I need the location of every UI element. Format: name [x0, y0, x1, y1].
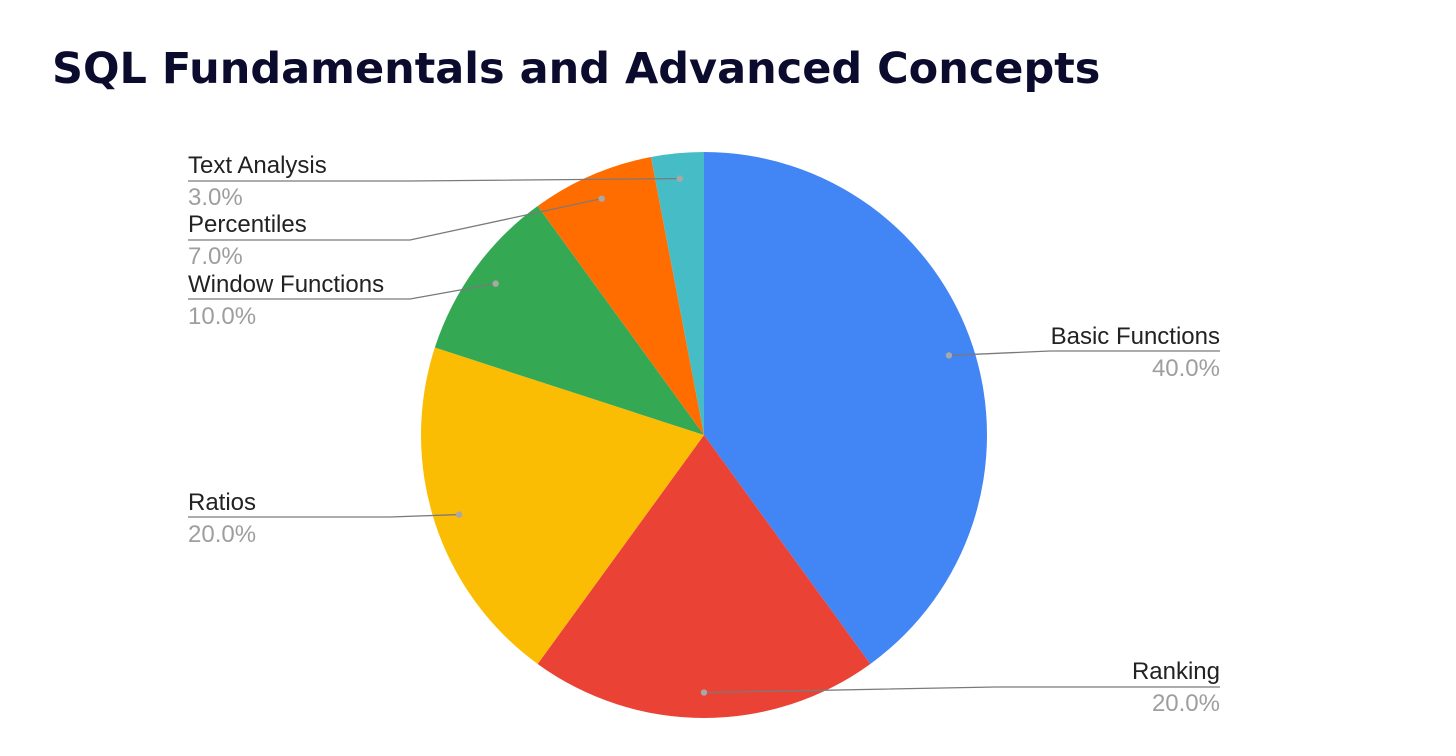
- leader-dot-basic-functions: [945, 352, 953, 359]
- pie-slice-basic-functions: [704, 152, 987, 664]
- leader-dot-window-functions: [492, 280, 499, 287]
- slice-label-basic-functions: Basic Functions: [1051, 323, 1220, 350]
- pie-slices: [421, 152, 987, 718]
- slice-value-window-functions: 10.0%: [188, 303, 256, 330]
- leader-dot-ranking: [700, 689, 708, 696]
- leader-line-ranking: [703, 686, 1220, 694]
- leader-line-ratios: [188, 513, 460, 518]
- slice-value-percentiles: 7.0%: [188, 243, 243, 270]
- pie-slice-window-functions: [434, 206, 704, 435]
- pie-slice-ratios: [421, 347, 704, 664]
- slice-label-window-functions: Window Functions: [188, 271, 384, 298]
- leader-dot-ratios: [455, 511, 463, 518]
- pie-slice-ranking: [537, 435, 871, 718]
- slice-label-text-analysis: Text Analysis: [188, 152, 327, 179]
- slice-label-percentiles: Percentiles: [188, 211, 307, 238]
- slice-label-ratios: Ratios: [188, 489, 256, 516]
- slice-value-text-analysis: 3.0%: [188, 184, 243, 211]
- leader-line-basic-functions: [948, 350, 1220, 357]
- leader-line-text-analysis: [188, 177, 680, 182]
- pie-slice-text-analysis: [650, 152, 704, 435]
- leader-line-percentiles: [188, 198, 602, 241]
- page-title: SQL Fundamentals and Advanced Concepts: [52, 44, 1101, 94]
- pie-slice-percentiles: [537, 157, 704, 436]
- slice-value-ratios: 20.0%: [188, 521, 256, 548]
- slice-label-ranking: Ranking: [1132, 658, 1220, 685]
- slice-value-basic-functions: 40.0%: [1152, 355, 1220, 382]
- slice-value-ranking: 20.0%: [1152, 690, 1220, 717]
- leader-lines: [188, 175, 1220, 696]
- leader-dot-percentiles: [598, 195, 605, 202]
- slice-labels: Basic Functions 40.0% Ranking 20.0% Ratios 20…: [188, 152, 1220, 717]
- leader-dot-text-analysis: [676, 175, 683, 182]
- leader-line-window-functions: [188, 282, 496, 300]
